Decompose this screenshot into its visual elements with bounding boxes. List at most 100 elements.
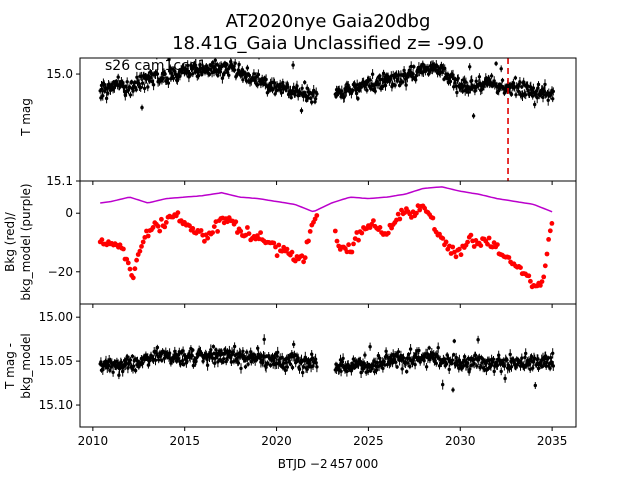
bot-data-point: [167, 351, 172, 355]
top-data-point: [146, 85, 150, 89]
top-data-point: [292, 85, 296, 90]
bot-data-point: [434, 361, 438, 366]
top-data-point: [163, 72, 167, 76]
top-data-point: [468, 87, 473, 92]
top-data-point: [271, 87, 275, 91]
middle-y-axis-label-line2: bkg_model (purple): [19, 183, 33, 300]
top-data-point: [380, 77, 384, 82]
mid-y-tick-label: −20: [48, 265, 73, 279]
bot-data-point: [408, 364, 412, 369]
top-data-point: [546, 98, 550, 103]
mid-bkg-point: [495, 242, 500, 248]
bot-data-point: [413, 362, 417, 367]
top-data-point: [281, 80, 285, 85]
top-data-point: [308, 96, 313, 101]
mid-bkg-point: [150, 225, 156, 230]
bot-data-point: [196, 353, 201, 357]
top-series-group: [98, 58, 555, 181]
bot-data-point: [201, 359, 205, 363]
bot-data-point: [427, 346, 431, 350]
bot-data-point: [529, 354, 534, 359]
mid-bkg-point: [284, 246, 290, 252]
bot-data-point: [272, 356, 277, 360]
bot-data-point: [133, 368, 138, 373]
mid-bkg-point: [274, 253, 280, 259]
bot-data-point: [211, 356, 215, 361]
mid-bkg-point: [549, 221, 555, 226]
bot-data-point: [452, 353, 456, 357]
top-data-point: [477, 75, 482, 79]
bot-data-point: [190, 353, 194, 358]
top-data-point: [161, 76, 165, 81]
mid-bkg-point: [506, 255, 512, 260]
top-data-point: [315, 92, 319, 96]
mid-bkg-point: [190, 226, 196, 231]
top-data-point: [279, 91, 284, 95]
bot-data-point: [382, 359, 386, 364]
top-data-point: [370, 72, 375, 76]
bot-data-point: [487, 358, 491, 362]
bot-data-point: [256, 346, 260, 350]
bot-data-point: [406, 361, 410, 365]
mid-bkg-point: [485, 241, 490, 247]
top-data-point: [500, 78, 505, 83]
mid-bkg-point: [139, 244, 144, 249]
bot-data-point: [551, 351, 555, 355]
bot-data-point: [227, 349, 232, 353]
top-data-point: [104, 96, 109, 101]
mid-bkg-point: [486, 235, 492, 241]
bot-data-point: [301, 370, 305, 375]
bot-data-point: [241, 349, 245, 353]
top-data-point: [256, 72, 261, 77]
bot-data-point: [505, 358, 509, 362]
mid-bkg-point: [356, 237, 361, 243]
bot-data-point: [181, 349, 185, 353]
top-data-point: [252, 72, 256, 76]
bot-data-point: [211, 344, 216, 349]
x-tick-label: 2030: [445, 434, 476, 448]
top-data-point: [300, 86, 304, 91]
bot-data-point: [531, 366, 535, 370]
top-data-point: [139, 85, 143, 90]
bot-data-point: [276, 350, 280, 354]
x-tick-label: 2020: [261, 434, 292, 448]
bot-data-point: [130, 354, 135, 358]
top-data-point: [448, 79, 453, 84]
bot-data-point: [451, 388, 455, 392]
top-data-point: [411, 72, 415, 76]
sector-camera-annotation: s26 cam1ccd1: [105, 58, 207, 74]
mid-bkg-point: [478, 243, 484, 249]
mid-bkg-point: [397, 216, 403, 222]
top-data-point: [368, 78, 372, 82]
mid-bkg-point: [456, 246, 462, 252]
bot-data-point: [231, 350, 235, 354]
top-data-point: [140, 81, 145, 85]
top-data-point: [354, 91, 359, 96]
mid-bkg-point: [351, 241, 356, 247]
mid-bkg-point: [539, 279, 545, 284]
top-y-axis-label: T mag: [19, 98, 33, 137]
top-data-point: [306, 96, 310, 100]
top-data-point: [533, 102, 537, 107]
bot-data-point: [399, 353, 403, 358]
top-data-point: [216, 73, 220, 78]
x-tick-label: 2010: [78, 434, 109, 448]
bot-data-point: [245, 350, 249, 354]
mid-bkg-point: [334, 238, 340, 244]
top-data-point: [207, 72, 212, 77]
bot-data-point: [462, 354, 467, 359]
top-data-point: [240, 73, 244, 77]
top-data-point: [131, 89, 135, 93]
mid-bkg-point: [271, 240, 277, 246]
middle-plot-area: [97, 186, 555, 290]
top-data-point: [137, 81, 141, 86]
mid-bkg-point: [377, 225, 383, 230]
top-data-point: [237, 62, 241, 67]
bot-data-point: [497, 353, 501, 357]
top-data-point: [232, 68, 237, 72]
bot-data-point: [394, 360, 398, 364]
top-x-ticks: [92, 181, 553, 185]
bot-data-point: [524, 351, 528, 356]
top-data-point: [373, 89, 377, 94]
top-data-point: [140, 105, 144, 110]
